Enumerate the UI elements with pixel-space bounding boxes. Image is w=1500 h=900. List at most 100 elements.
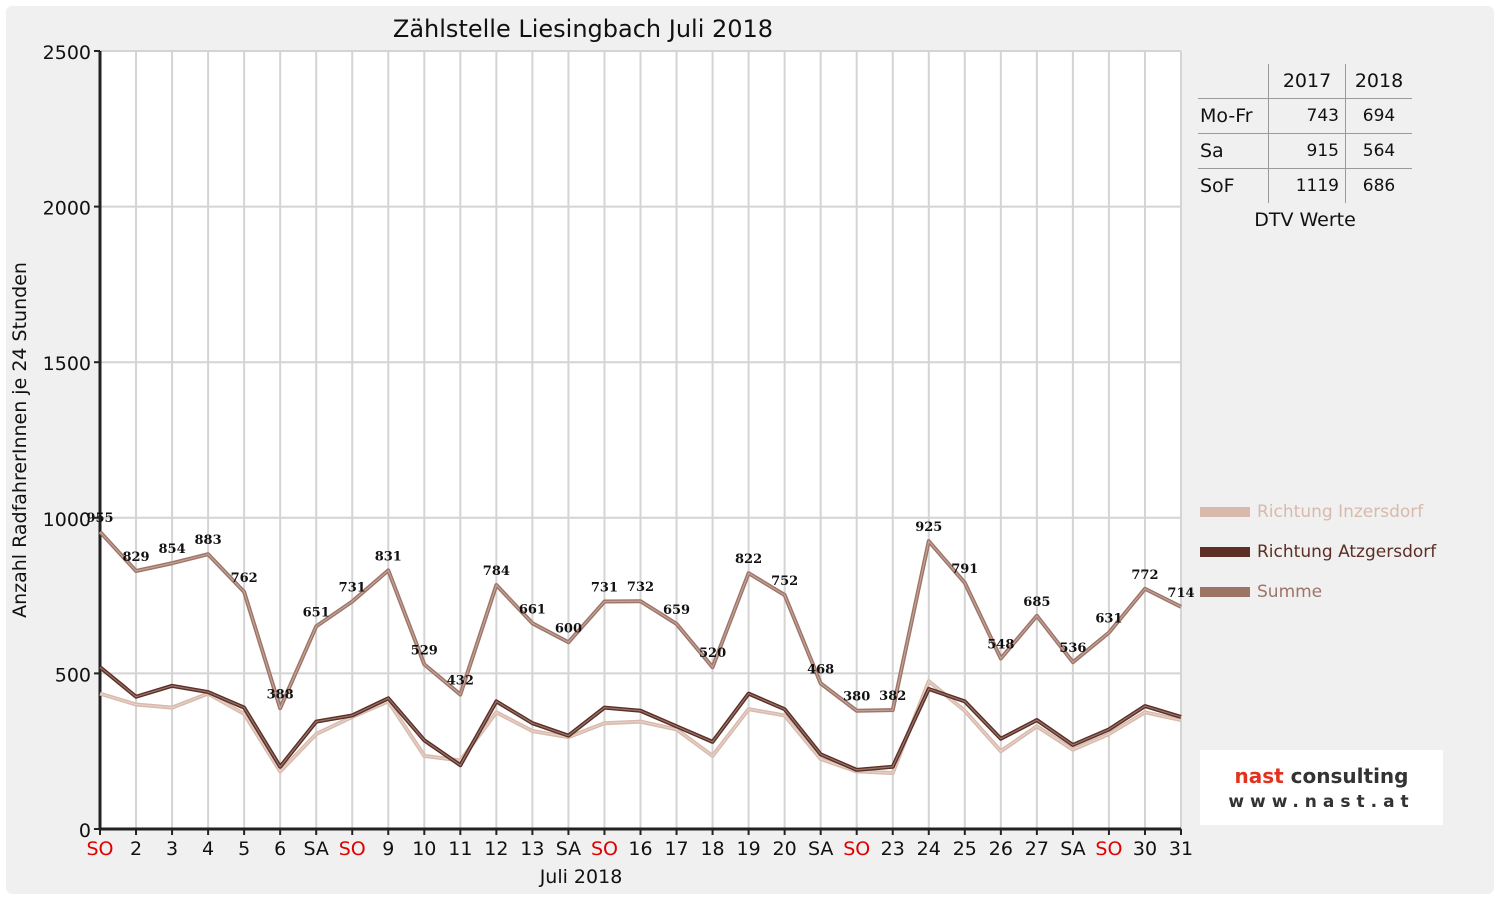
dtv-table: 2017 2018 Mo-Fr 743 694 Sa 915 564 SoF 1… [1198,64,1412,231]
x-tick-label: SA [808,838,833,860]
data-label: 600 [555,621,582,636]
y-tick-label: 0 [79,820,91,842]
data-label: 659 [663,603,690,618]
dtv-row-label: Sa [1198,133,1269,169]
x-tick-label: 23 [881,838,905,860]
y-tick-label: 500 [55,664,91,686]
x-tick-label: 16 [628,838,652,860]
legend: Richtung Inzersdorf Richtung Atzgersdorf… [1200,492,1436,612]
x-tick-label: 27 [1025,838,1049,860]
data-label: 631 [1095,612,1122,627]
y-axis-title: Anzahl RadfahrerInnen je 24 Stunden [9,262,31,618]
data-label: 432 [447,674,474,689]
data-label: 829 [122,550,149,565]
dtv-row-label: Mo-Fr [1198,98,1269,134]
x-axis-title: Juli 2018 [539,866,623,888]
data-label: 854 [158,542,185,557]
series-line-highlight [99,666,1182,771]
x-tick-label: SO [591,838,618,860]
y-tick-label: 1500 [43,353,91,375]
series-line [99,679,1182,775]
legend-swatch [1200,507,1250,517]
x-tick-label: 20 [773,838,797,860]
x-tick-label: 6 [274,838,286,860]
data-label: 536 [1059,641,1086,656]
x-tick-label: SO [86,838,113,860]
dtv-value-2017: 1119 [1268,168,1346,203]
y-tick-label: 2000 [43,198,91,220]
x-tick-label: SA [303,838,328,860]
legend-swatch [1200,587,1250,597]
data-label: 883 [195,533,222,548]
dtv-row-label: SoF [1198,168,1269,203]
data-label: 925 [915,520,942,535]
data-label: 762 [231,571,258,586]
data-label: 661 [519,602,546,617]
dtv-value-2017: 743 [1268,98,1346,134]
data-label: 468 [807,662,834,677]
legend-label: Richtung Atzgersdorf [1257,542,1437,562]
x-tick-label: 18 [700,838,724,860]
x-tick-label: 24 [917,838,941,860]
x-tick-label: 5 [238,838,250,860]
x-tick-label: 12 [484,838,508,860]
data-labels: 955 829 854 883 762 388 651 731 831 529 432 784 661 6… [86,511,1194,705]
data-label: 548 [987,637,1014,652]
dtv-header-2018: 2018 [1345,64,1412,99]
legend-item-atzgersdorf: Richtung Atzgersdorf [1200,532,1436,572]
x-tick-label: 10 [412,838,436,860]
series-lines [98,530,1182,775]
x-tick-label: 4 [202,838,214,860]
data-label: 685 [1023,595,1050,610]
x-tick-label: 13 [520,838,544,860]
data-label: 752 [771,574,798,589]
legend-swatch [1200,547,1250,557]
axes [94,50,1182,835]
x-tick-label: 11 [448,838,472,860]
x-tick-label: 3 [166,838,178,860]
x-tick-label: 26 [989,838,1013,860]
data-label: 791 [951,562,978,577]
data-label: 388 [267,687,294,702]
series-line [98,530,1182,713]
data-label: 831 [375,549,402,564]
series-line [98,665,1182,772]
y-tick-label: 1000 [43,509,91,531]
dtv-value-2018: 564 [1345,133,1412,169]
data-label: 955 [86,511,113,526]
dtv-header-blank [1198,64,1269,99]
legend-item-inzersdorf: Richtung Inzersdorf [1200,492,1436,532]
y-tick-label: 2500 [43,42,91,64]
data-label: 382 [879,689,906,704]
x-tick-label: SO [339,838,366,860]
data-label: 714 [1167,586,1194,601]
dtv-value-2018: 686 [1345,168,1412,203]
logo-nast: nast [1234,764,1284,788]
data-label: 731 [339,581,366,596]
chart-title: Zählstelle Liesingbach Juli 2018 [393,15,773,43]
data-label: 732 [627,580,654,595]
dtv-value-2017: 915 [1268,133,1346,169]
x-tick-label: 9 [382,838,394,860]
data-label: 380 [843,690,870,705]
data-label: 822 [735,552,762,567]
data-label: 520 [699,646,726,661]
legend-label: Summe [1257,582,1323,602]
dtv-caption: DTV Werte [1254,209,1356,231]
x-tick-label: SA [1060,838,1085,860]
x-tick-label: 17 [664,838,688,860]
grid [100,50,1182,829]
series-line-highlight [99,531,1182,712]
x-tick-label: SO [1095,838,1122,860]
dtv-header-2017: 2017 [1268,64,1346,99]
data-label: 731 [591,581,618,596]
legend-label: Richtung Inzersdorf [1257,502,1424,522]
x-tick-label: 25 [953,838,977,860]
x-tick-label: 31 [1169,838,1193,860]
logo-wordmark: nast consulting [1200,764,1443,788]
x-tick-label: 30 [1133,838,1157,860]
data-label: 784 [483,564,510,579]
series-line-highlight [99,680,1182,774]
tick-labels: 0 500 1000 1500 2000 2500 SO 2 3 4 5 6 SA SO 9 10 11 12 13… [43,42,1193,860]
